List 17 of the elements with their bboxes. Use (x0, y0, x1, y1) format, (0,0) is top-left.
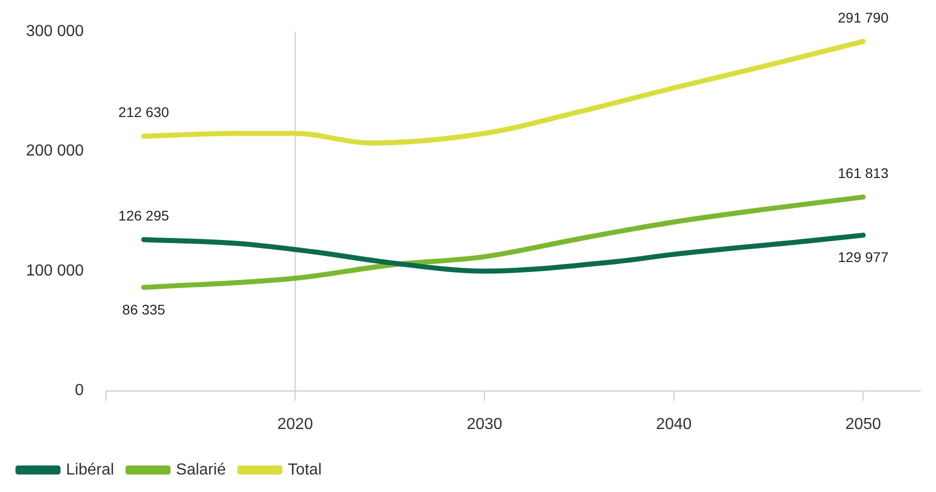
x-tick-label: 2040 (656, 416, 692, 433)
x-tick-label: 2050 (845, 416, 882, 433)
x-tick-label: 2030 (466, 416, 502, 433)
legend-label: Total (288, 461, 322, 478)
legend-label: Salarié (176, 461, 226, 478)
y-tick-label: 100 000 (26, 262, 84, 280)
data-label: 129 977 (838, 249, 889, 266)
data-label: 86 335 (122, 301, 166, 318)
y-tick-label: 200 000 (26, 142, 84, 160)
y-tick-label: 300 000 (26, 23, 84, 40)
data-label: 126 295 (118, 207, 170, 224)
data-label: 161 813 (838, 164, 889, 181)
x-tick-label: 2020 (277, 416, 314, 433)
data-label: 291 790 (838, 9, 889, 26)
y-tick-label: 0 (74, 382, 84, 400)
legend-label: Libéral (66, 461, 114, 478)
data-label: 212 630 (118, 104, 170, 120)
